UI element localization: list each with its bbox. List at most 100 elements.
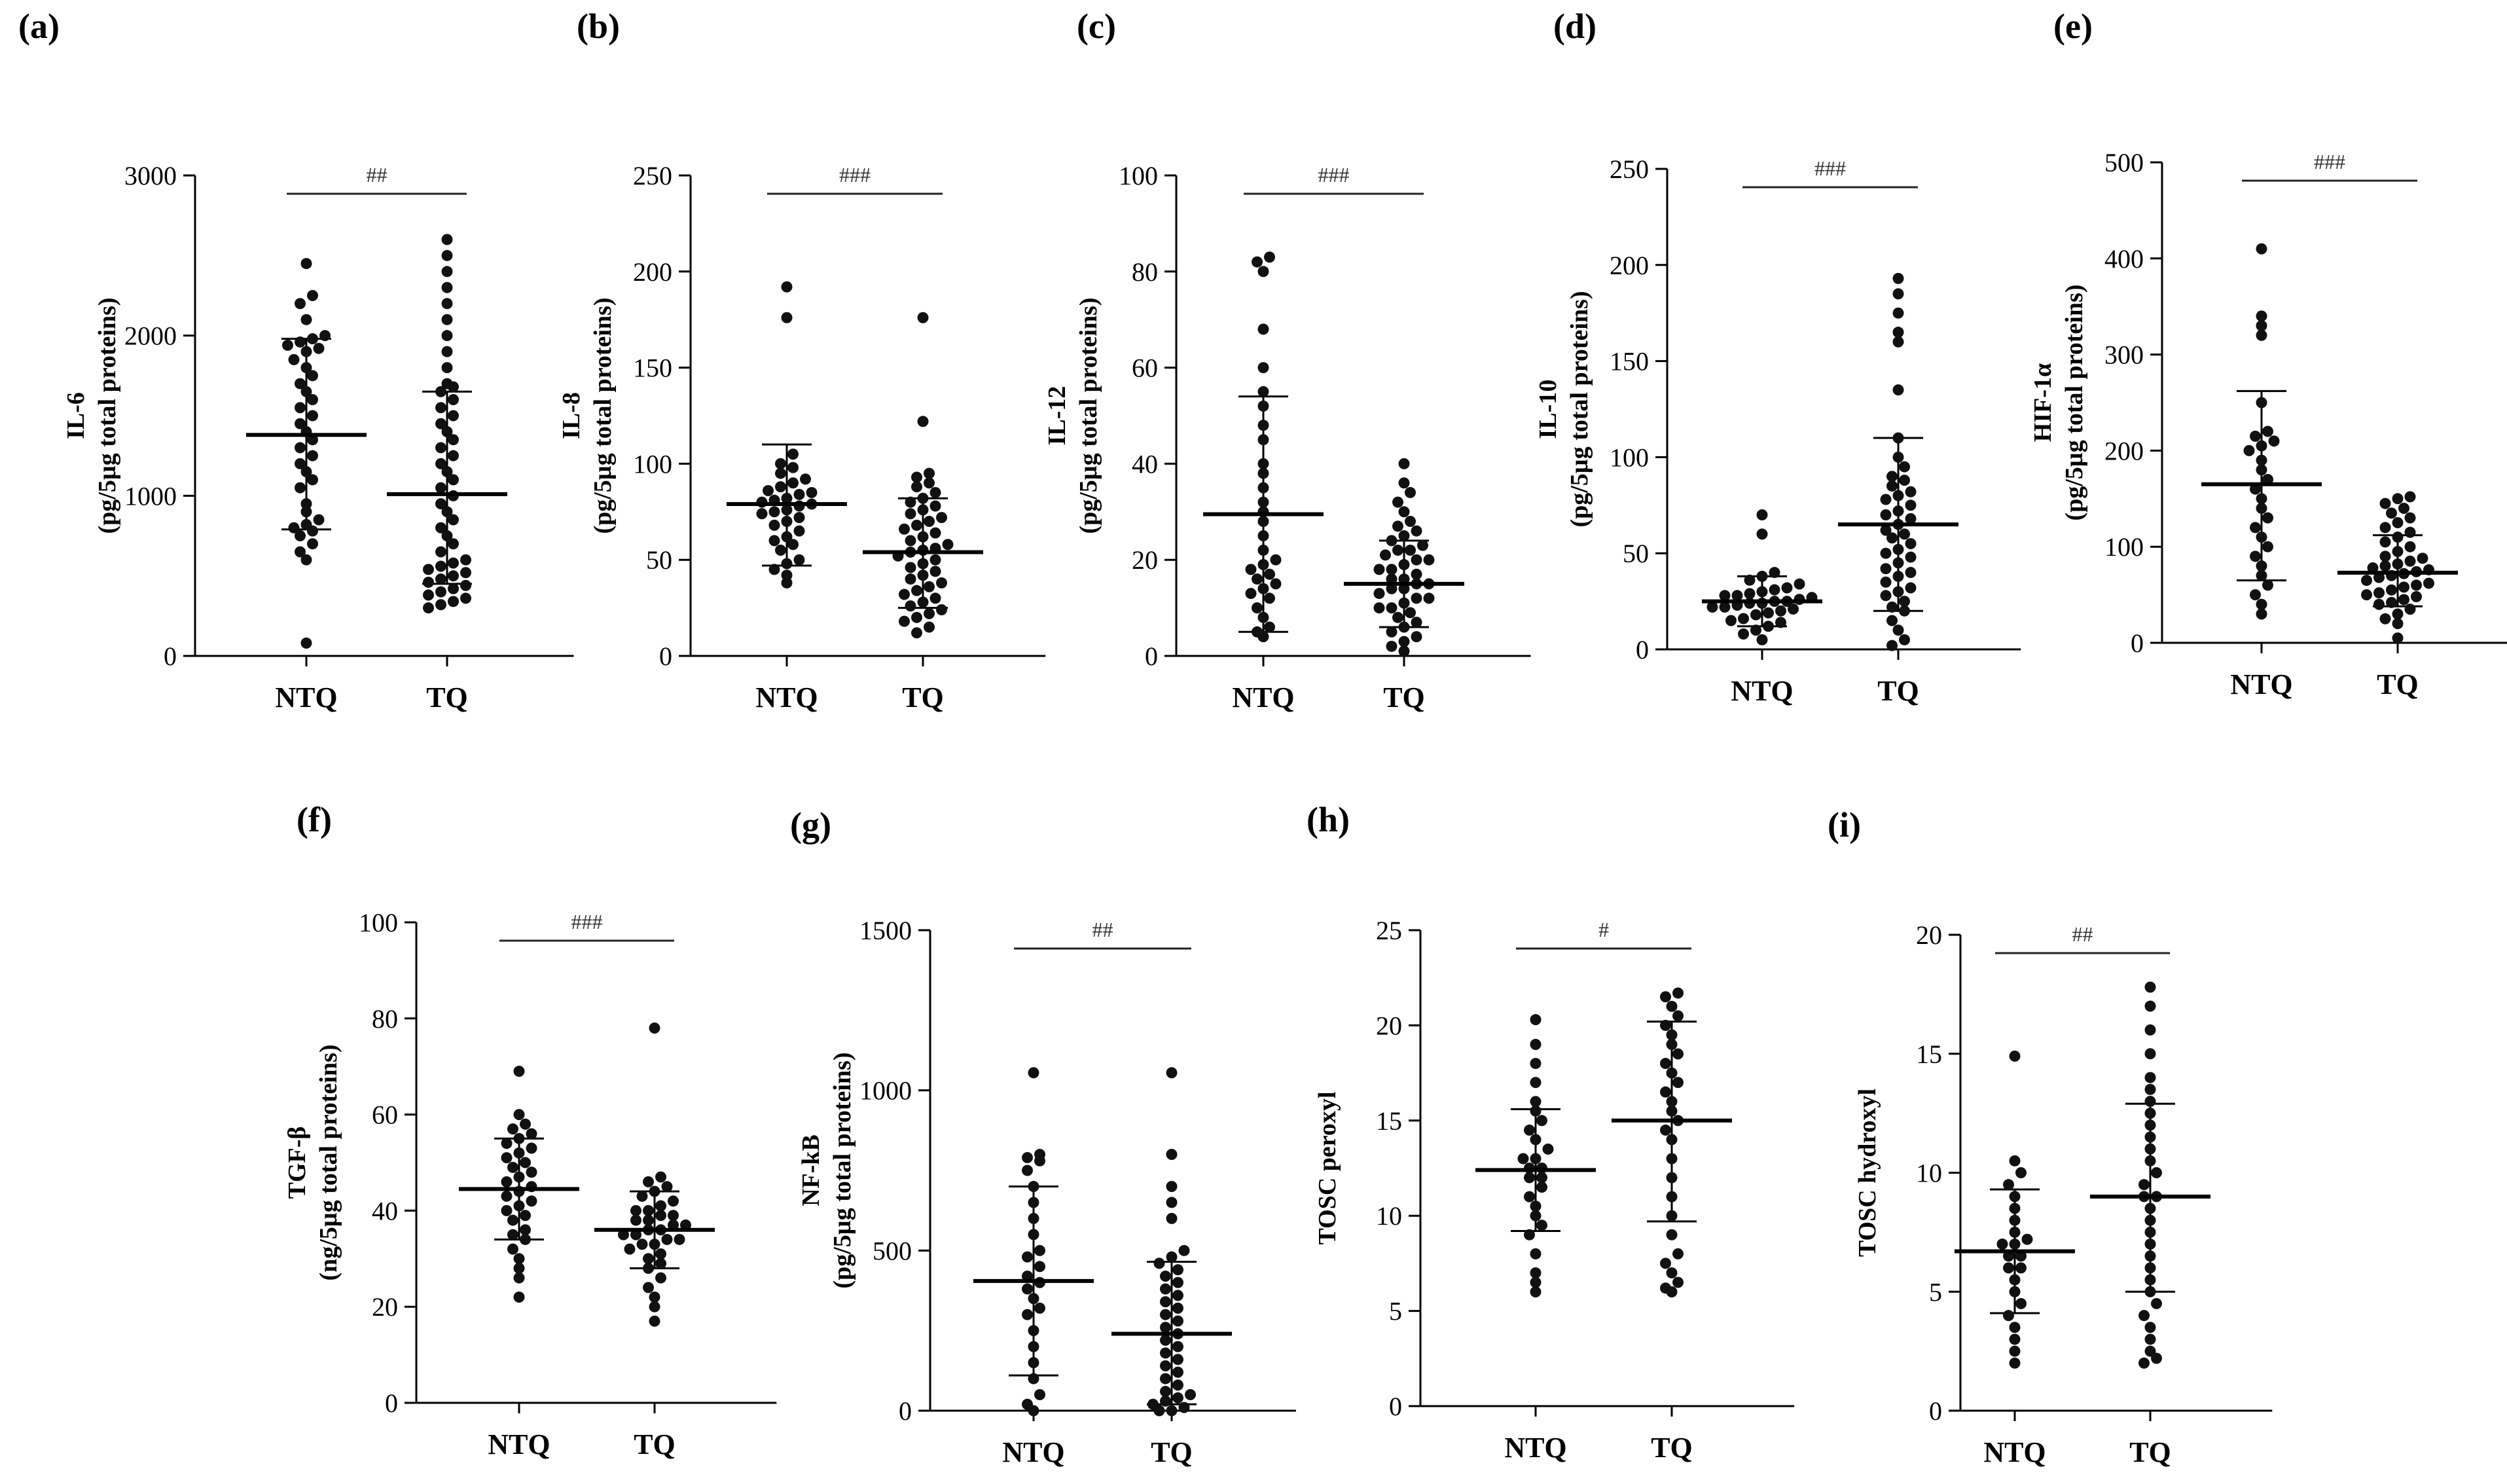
data-point — [929, 500, 941, 512]
data-point — [1022, 1251, 1033, 1263]
data-point — [295, 530, 306, 541]
data-point — [1666, 1096, 1678, 1108]
data-point — [520, 1118, 531, 1130]
data-point — [526, 1167, 537, 1178]
data-point — [1517, 1153, 1529, 1165]
data-point — [2256, 608, 2267, 620]
y-tick-label-il-6: 0 — [164, 642, 177, 671]
y-axis-label-il-12: (pg/5µg total proteins) — [1075, 297, 1102, 534]
data-point — [911, 519, 922, 531]
data-point — [630, 1204, 641, 1216]
data-point — [1880, 524, 1892, 536]
data-point — [680, 1219, 691, 1231]
panel-nf-kb: (g) 0 500 1000 1500 NF-kB (pg/5µg total protei… — [790, 805, 1296, 1468]
data-point — [1270, 578, 1282, 590]
data-point — [435, 418, 446, 429]
data-point — [1886, 480, 1898, 492]
significance-marker-tgf-b: ### — [571, 910, 603, 933]
category-label-il-10: TQ — [1877, 675, 1919, 707]
data-point — [643, 1176, 654, 1187]
data-point — [1398, 530, 1410, 541]
data-point — [1899, 528, 1910, 540]
y-tick-label-tosc-hydroxyl: 0 — [1929, 1396, 1942, 1426]
data-point — [2015, 1297, 2027, 1309]
data-point — [905, 535, 916, 547]
data-point — [2144, 1333, 2156, 1345]
data-point — [1028, 1405, 1039, 1417]
data-point — [2009, 1333, 2021, 1345]
data-point — [1880, 563, 1892, 575]
data-point — [2262, 512, 2273, 524]
data-point — [2009, 1239, 2021, 1250]
data-point — [1899, 605, 1910, 617]
data-point — [448, 381, 459, 393]
data-point — [1172, 1315, 1183, 1327]
data-point — [2144, 1226, 2156, 1238]
panel-hif-1a: (e) 0 100 200 300 400 500 HIF-1α (pg/5µg total p… — [2029, 7, 2507, 700]
data-point — [2398, 581, 2409, 593]
data-point — [2144, 1143, 2156, 1155]
data-point — [2256, 464, 2267, 476]
y-tick-label-il-8: 250 — [633, 161, 672, 190]
data-point — [1660, 1258, 1671, 1269]
data-point — [501, 1138, 513, 1149]
data-point — [917, 312, 929, 323]
data-point — [1392, 496, 1403, 508]
data-point — [2423, 577, 2434, 589]
data-point — [899, 523, 910, 535]
data-point — [1524, 1229, 1535, 1240]
data-point — [501, 1176, 513, 1187]
data-point — [1160, 1270, 1171, 1282]
data-point — [448, 596, 459, 607]
data-point — [911, 585, 922, 596]
data-point — [942, 539, 954, 551]
category-label-tosc-hydroxyl: TQ — [2129, 1436, 2171, 1468]
data-point — [1028, 1180, 1039, 1192]
y-tick-label-il-10: 0 — [1636, 635, 1649, 664]
panel-tosc-hydroxyl: (i) 0 5 10 15 20 TOSC hydroxyl NTQ TQ ## — [1828, 805, 2273, 1468]
data-point — [2404, 541, 2416, 552]
y-tick-label-tosc-peroxyl: 15 — [1376, 1106, 1402, 1136]
y-tick-label-il-12: 100 — [1119, 161, 1158, 190]
panel-label-tosc-hydroxyl: (i) — [1828, 805, 1861, 844]
data-point — [300, 386, 312, 397]
data-point — [1245, 588, 1257, 600]
data-point — [929, 592, 941, 604]
data-point — [460, 592, 471, 604]
data-point — [300, 498, 312, 510]
data-point — [1257, 496, 1269, 508]
data-point — [768, 506, 780, 518]
y-tick-label-il-8: 100 — [633, 449, 672, 479]
data-point — [1666, 1286, 1678, 1298]
data-point — [1880, 494, 1892, 505]
data-point — [1264, 621, 1275, 633]
category-label-il-8: NTQ — [755, 681, 818, 714]
data-point — [1769, 567, 1780, 579]
series-ntq-il-12 — [1203, 251, 1324, 643]
data-point — [295, 378, 306, 389]
data-point — [1886, 615, 1898, 626]
data-point — [2262, 541, 2273, 552]
data-point — [1028, 1293, 1039, 1305]
data-point — [295, 418, 306, 429]
data-point — [1257, 420, 1269, 431]
data-point — [1536, 1220, 1547, 1231]
data-point — [1172, 1276, 1183, 1288]
data-point — [513, 1147, 525, 1159]
category-label-il-12: NTQ — [1232, 681, 1294, 714]
data-point — [1398, 477, 1410, 489]
y-axis-label-hif-1a: (pg/5µg total proteins) — [2061, 284, 2088, 520]
data-point — [924, 477, 935, 489]
y-tick-label-il-8: 150 — [633, 353, 672, 383]
data-point — [435, 386, 446, 397]
data-point — [2138, 1179, 2150, 1191]
data-point — [624, 1243, 636, 1255]
data-point — [2009, 1203, 2021, 1214]
data-point — [1178, 1402, 1190, 1413]
data-point — [435, 560, 446, 572]
data-point — [435, 573, 446, 585]
data-point — [1750, 624, 1761, 636]
y-axis-label-tosc-hydroxyl: TOSC hydroxyl — [1854, 1089, 1881, 1257]
significance-marker-il-10: ### — [1814, 156, 1846, 180]
data-point — [300, 506, 312, 518]
